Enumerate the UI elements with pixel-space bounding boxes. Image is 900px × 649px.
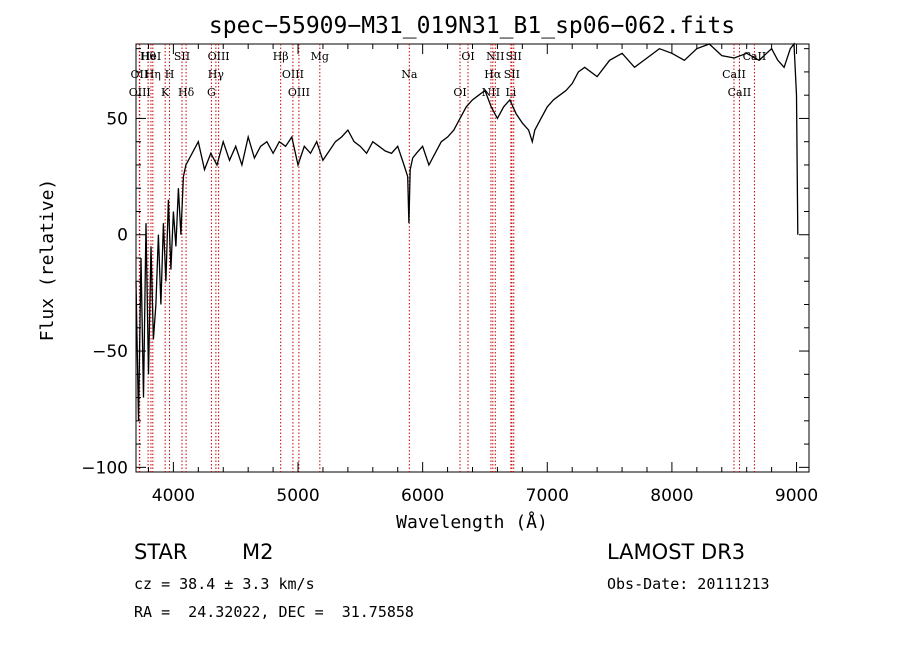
line-label: OIII — [208, 50, 230, 63]
x-tick-label: 8000 — [650, 486, 693, 506]
line-label: Hδ — [178, 86, 195, 99]
object-class: STAR — [134, 540, 188, 564]
line-label: OIII — [282, 68, 304, 81]
line-label: HeI — [141, 50, 161, 63]
survey-name: LAMOST DR3 — [607, 540, 746, 564]
line-label: OII — [131, 68, 149, 81]
line-label: CaII — [722, 68, 746, 81]
line-label: K — [161, 86, 170, 99]
spectral-line-markers — [138, 44, 755, 472]
observation-date: Obs-Date: 20111213 — [607, 575, 770, 593]
spectrum-line — [135, 42, 799, 421]
x-tick-label: 5000 — [276, 486, 319, 506]
line-label: OIII — [129, 86, 151, 99]
line-label: G — [207, 86, 216, 99]
line-label: OI — [461, 50, 474, 63]
line-label: Li — [505, 86, 516, 99]
y-axis-label: Flux (relative) — [37, 179, 58, 342]
x-tick-label: 9000 — [775, 486, 818, 506]
x-tick-label: 6000 — [401, 486, 444, 506]
line-label: NII — [486, 50, 504, 63]
y-axis: −100 −50 0 50 — [81, 48, 809, 478]
line-label: Hη — [145, 68, 161, 81]
line-label: OI — [453, 86, 466, 99]
y-tick-label: 0 — [117, 226, 128, 246]
line-label: SII — [504, 68, 520, 81]
line-label: Na — [401, 68, 418, 81]
line-label: OIII — [288, 86, 310, 99]
line-label: H — [165, 68, 175, 81]
chart-title: spec−55909−M31_019N31_B1_sp06−062.fits — [209, 13, 735, 39]
x-axis: 4000 5000 6000 7000 8000 9000 — [147, 44, 818, 506]
spectral-line-labels: Hθ OII OIII HeI HηK SII HHδ OIII Hγ G Hβ OIII OIII Mg… — [129, 50, 767, 99]
line-label: NII — [482, 86, 500, 99]
x-tick-label: 4000 — [152, 486, 195, 506]
y-tick-label: 50 — [106, 109, 128, 129]
x-axis-label: Wavelength (Å) — [396, 511, 548, 533]
redshift-velocity: cz = 38.4 ± 3.3 km/s — [134, 575, 315, 593]
line-label: SII — [506, 50, 522, 63]
line-label: Mg — [311, 50, 329, 63]
line-label: Hβ — [273, 50, 289, 63]
plot-frame — [135, 43, 810, 473]
line-label: Hα — [484, 68, 502, 81]
coordinates: RA = 24.32022, DEC = 31.75858 — [134, 603, 414, 621]
y-tick-label: −50 — [92, 342, 128, 362]
object-subclass: M2 — [242, 540, 274, 564]
line-label: CaII — [728, 86, 752, 99]
line-label: SII — [174, 50, 190, 63]
x-tick-label: 7000 — [526, 486, 569, 506]
line-label: Hγ — [208, 68, 225, 81]
line-label: Hθ — [140, 50, 157, 63]
y-tick-label: −100 — [81, 458, 128, 478]
